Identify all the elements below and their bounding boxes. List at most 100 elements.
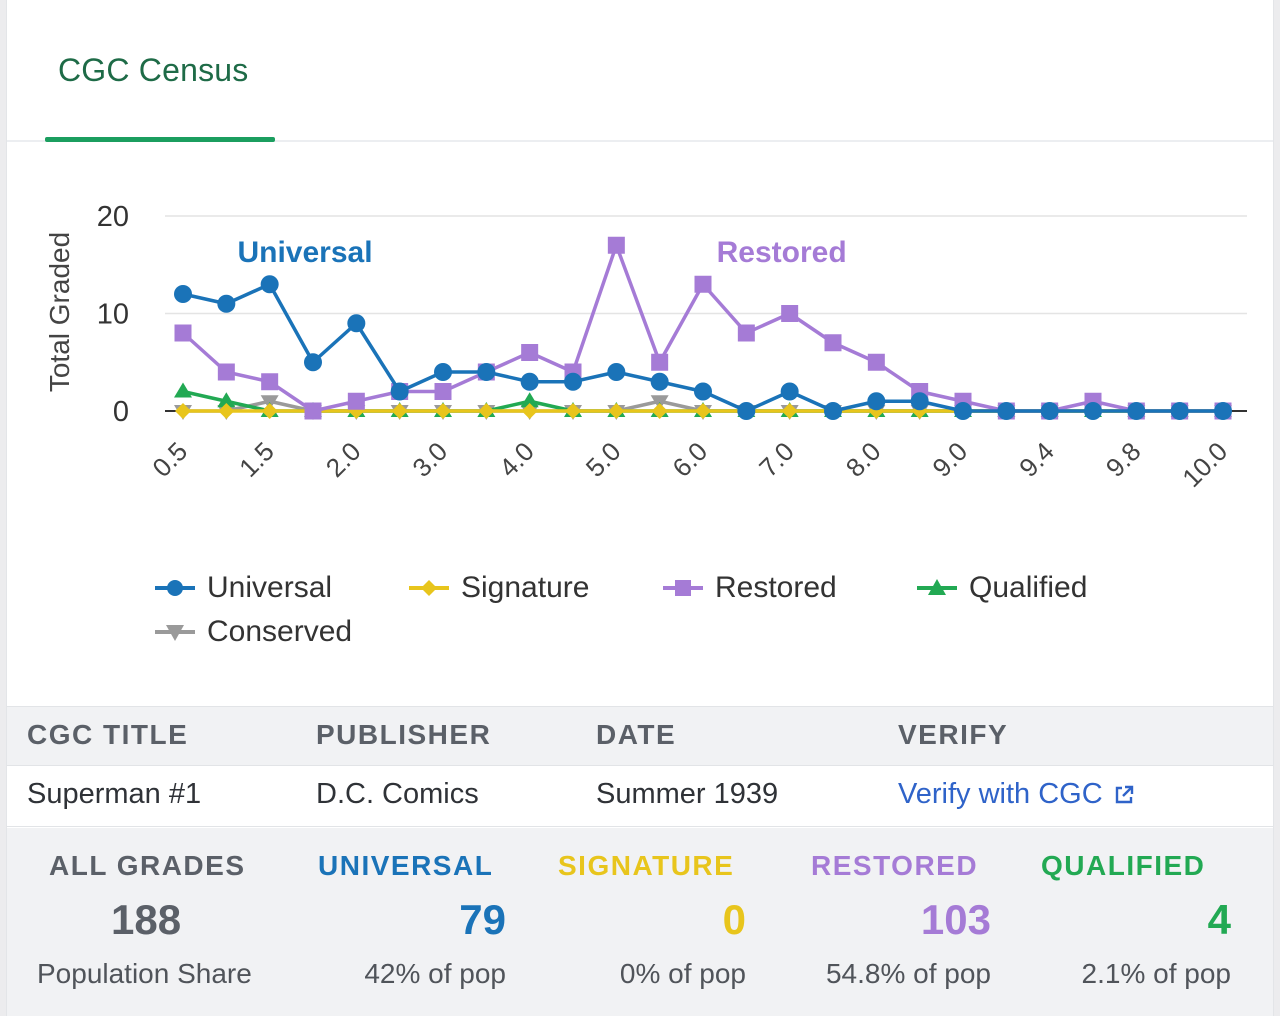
x-tick-label: 3.0 [406,436,453,483]
tab-bar: CGC Census [7,0,1273,142]
x-tick-label: 4.0 [493,436,540,483]
series-annotation: Restored [717,236,847,269]
stat-label: QUALIFIED [1041,850,1206,881]
universal-point [1127,402,1146,420]
x-tick-label: 9.4 [1013,436,1060,483]
legend-label: Universal [207,571,333,604]
x-tick-label: 8.0 [840,436,887,483]
comic-title: Superman #1 [27,778,202,810]
signature-point [521,403,538,419]
x-tick-label: 0.5 [146,436,193,483]
signature-point [608,403,625,419]
universal-point [997,402,1016,420]
verify-with-cgc-link[interactable]: Verify with CGC [898,778,1135,811]
legend-triangle-down-marker-icon [155,625,195,641]
legend-item-signature[interactable]: Signature [409,568,589,608]
stat-value: 79 [459,896,506,943]
universal-point [737,402,756,420]
universal-point [607,363,626,381]
restored-point [261,373,279,391]
restored-point [347,392,365,410]
comic-date: Summer 1939 [596,778,779,810]
stat-sub: 0% of pop [619,958,746,989]
universal-point [304,353,322,372]
restored-point [217,363,235,381]
universal-point [694,382,712,401]
universal-point [954,402,972,420]
x-tick-label: 10.0 [1176,436,1233,493]
legend-circle-marker-icon [155,580,195,596]
restored-point [304,402,322,420]
signature-point [651,403,668,419]
restored-point [824,334,842,352]
x-tick-label: 9.0 [926,436,973,483]
legend-item-conserved[interactable]: Conserved [155,612,352,652]
x-tick-label: 7.0 [753,436,800,483]
universal-point [434,363,452,381]
universal-point [867,392,886,411]
stat-qualified: QUALIFIED 4 2.1% of pop [1037,828,1267,1016]
legend-label: Signature [461,571,590,604]
universal-point [564,372,582,391]
stat-label: SIGNATURE [558,850,735,881]
restored-point [607,236,625,254]
universal-point [1214,402,1232,420]
y-tick-label: 20 [97,201,129,233]
legend-item-restored[interactable]: Restored [663,568,837,608]
stat-sub: Population Share [37,958,252,989]
census-line-chart: 0 10 20 Total Graded 0.5 1.5 2.0 3.0 4.0 5.0 6.0 7.… [44,201,1247,493]
universal-point [780,382,799,401]
restored-point [737,324,755,342]
header-verify: VERIFY [898,719,1009,750]
universal-point [390,382,409,401]
stat-universal: UNIVERSAL 79 42% of pop [312,828,542,1016]
series-annotation: Universal [237,236,372,269]
x-tick-label: 2.0 [320,436,367,483]
restored-point [867,353,885,371]
universal-point [1170,402,1189,420]
chart-legend: Universal Signature Restored Qualified [147,560,1147,660]
restored-point [781,305,799,322]
header-cgc-title: CGC TITLE [27,719,189,750]
universal-point [1084,402,1102,420]
tab-cgc-census[interactable]: CGC Census [45,0,275,142]
signature-point [391,403,408,419]
signature-point [781,403,798,419]
legend-label: Qualified [969,571,1088,604]
restored-point [174,324,192,342]
x-tick-label: 9.8 [1100,436,1147,483]
restored-point [434,383,452,400]
signature-point [565,403,581,419]
signature-point [435,403,451,419]
stat-value: 188 [111,896,182,943]
universal-point [174,285,192,303]
restored-point [651,353,669,371]
stat-sub: 54.8% of pop [825,958,991,989]
restored-point [521,344,539,361]
stat-sub: 42% of pop [364,958,506,989]
legend-label: Conserved [207,615,353,648]
signature-point [218,403,235,419]
stat-label: ALL GRADES [49,850,246,881]
stat-value: 0 [722,896,746,943]
legend-item-qualified[interactable]: Qualified [917,568,1087,608]
universal-point [1040,402,1059,420]
x-tick-label: 1.5 [233,436,280,483]
y-tick-label: 10 [97,299,129,331]
legend-item-universal[interactable]: Universal [155,568,332,608]
signature-point [261,403,278,419]
legend-square-marker-icon [663,580,703,596]
stat-label: UNIVERSAL [318,850,494,881]
universal-point [477,363,496,381]
stat-value: 4 [1207,896,1231,943]
legend-triangle-marker-icon [917,579,957,595]
stat-signature: SIGNATURE 0 0% of pop [552,828,782,1016]
universal-point [217,294,236,313]
comic-publisher: D.C. Comics [316,778,479,810]
universal-point [520,372,539,391]
header-publisher: PUBLISHER [316,719,492,750]
universal-point [347,314,366,333]
header-date: DATE [596,719,677,750]
x-tick-label: 6.0 [666,436,713,483]
restored-point [694,275,712,293]
